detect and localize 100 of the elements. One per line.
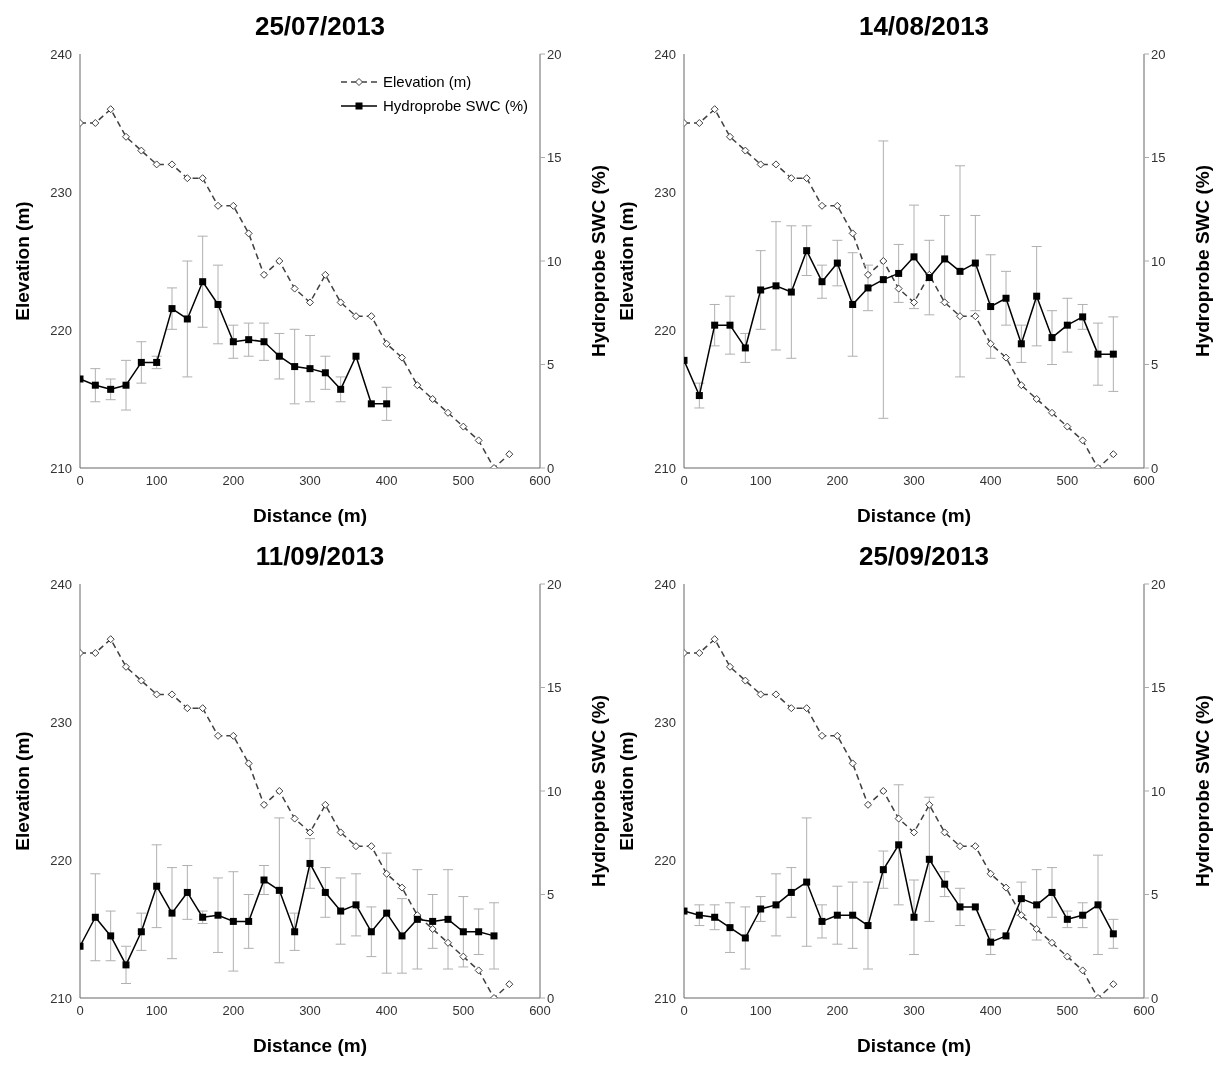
point xyxy=(214,731,222,740)
x-tick-label: 100 xyxy=(749,473,772,489)
point xyxy=(1079,313,1087,321)
y-axis-title: Elevation (m) xyxy=(615,731,637,851)
y2-axis-title: Hydroprobe SWC (%) xyxy=(1191,694,1213,888)
point xyxy=(757,286,765,294)
y-axis-title: Elevation (m) xyxy=(615,201,637,321)
point xyxy=(1078,966,1087,975)
y-tick-label: 240 xyxy=(50,46,72,62)
point xyxy=(306,298,314,307)
point xyxy=(864,284,872,292)
y-tick-label: 230 xyxy=(654,184,676,200)
point xyxy=(183,888,191,896)
y-tick-label: 210 xyxy=(654,460,676,476)
point xyxy=(1017,381,1026,390)
point xyxy=(711,321,719,329)
point xyxy=(1063,915,1071,923)
point xyxy=(710,635,719,644)
y-tick-label: 210 xyxy=(50,990,72,1006)
point xyxy=(260,876,268,884)
point xyxy=(772,282,780,290)
point xyxy=(925,855,933,863)
y2-tick-label: 10 xyxy=(547,783,562,799)
point xyxy=(337,385,345,393)
point xyxy=(459,422,468,431)
point xyxy=(726,662,734,671)
point xyxy=(137,676,146,685)
x-tick-label: 600 xyxy=(529,1003,551,1019)
y2-tick-label: 15 xyxy=(547,680,562,696)
point xyxy=(352,312,360,321)
x-axis-title: Distance (m) xyxy=(252,505,368,526)
point xyxy=(787,704,796,713)
point xyxy=(772,690,780,699)
point xyxy=(956,312,964,321)
point xyxy=(275,787,284,795)
point xyxy=(941,880,949,888)
point xyxy=(894,814,903,823)
point xyxy=(756,690,765,699)
point xyxy=(413,915,421,923)
point xyxy=(833,911,841,919)
point xyxy=(214,300,222,308)
point xyxy=(245,336,253,344)
y2-tick-label: 0 xyxy=(547,990,555,1006)
point xyxy=(168,690,176,699)
point xyxy=(122,132,130,141)
y2-tick-label: 20 xyxy=(547,576,562,592)
x-tick-label: 200 xyxy=(222,473,245,489)
x-tick-label: 500 xyxy=(452,1003,475,1019)
point xyxy=(122,381,130,389)
point xyxy=(879,257,888,265)
point xyxy=(198,174,207,183)
point xyxy=(91,913,99,921)
point xyxy=(987,938,995,946)
point xyxy=(290,284,299,293)
x-tick-label: 400 xyxy=(979,1003,1002,1019)
point xyxy=(956,903,964,911)
y-tick-label: 220 xyxy=(50,322,72,338)
point xyxy=(91,381,99,389)
point xyxy=(848,759,857,768)
point xyxy=(429,917,437,925)
legend-label: Elevation (m) xyxy=(382,72,472,92)
point xyxy=(444,915,452,923)
y-tick-label: 230 xyxy=(50,714,72,730)
point xyxy=(367,928,375,936)
point xyxy=(803,878,811,886)
point xyxy=(741,146,750,155)
y-tick-label: 240 xyxy=(654,576,676,592)
point xyxy=(367,400,375,408)
point xyxy=(291,928,299,936)
point xyxy=(275,886,283,894)
point xyxy=(459,928,467,936)
point xyxy=(741,676,750,685)
point xyxy=(137,358,145,366)
x-tick-label: 600 xyxy=(1133,473,1155,489)
point xyxy=(1109,980,1118,989)
point xyxy=(260,800,268,809)
point xyxy=(802,704,811,713)
point xyxy=(183,315,191,323)
x-tick-label: 300 xyxy=(903,1003,925,1019)
point xyxy=(1017,895,1025,903)
x-tick-label: 200 xyxy=(826,473,849,489)
x-tick-label: 500 xyxy=(1056,1003,1079,1019)
y2-axis-title: Hydroprobe SWC (%) xyxy=(1191,164,1213,358)
point xyxy=(321,369,329,377)
point xyxy=(183,704,192,713)
y2-tick-label: 5 xyxy=(1151,357,1159,373)
point xyxy=(1032,395,1041,403)
point xyxy=(741,344,749,352)
x-tick-label: 100 xyxy=(145,473,168,489)
point xyxy=(864,270,872,279)
x-tick-label: 0 xyxy=(76,473,84,489)
point xyxy=(352,352,360,360)
point xyxy=(1094,901,1102,909)
y2-tick-label: 5 xyxy=(547,887,555,903)
point xyxy=(107,932,115,940)
y2-tick-label: 10 xyxy=(547,253,562,269)
point xyxy=(941,255,949,263)
y2-tick-label: 0 xyxy=(1151,460,1159,476)
y-tick-label: 240 xyxy=(50,576,72,592)
point xyxy=(1002,932,1010,940)
